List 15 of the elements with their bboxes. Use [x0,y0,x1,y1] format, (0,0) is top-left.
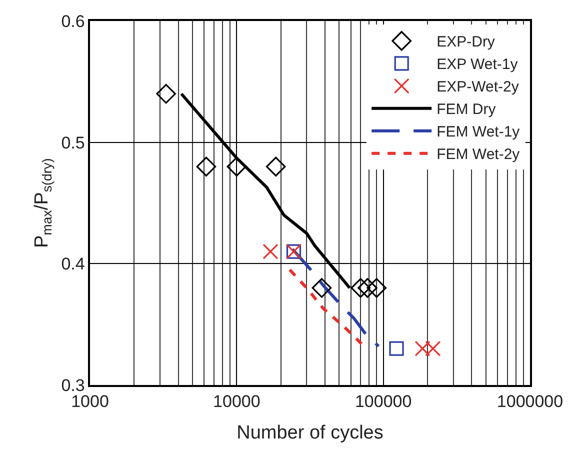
y-tick-label: 0.6 [61,12,85,31]
legend-label: FEM Wet-1y [436,124,520,141]
x-axis-title: Number of cycles [236,422,384,444]
y-tick-label: 0.5 [61,133,85,152]
x-tick-label: 10000 [213,392,260,412]
x-tick-label: 1000000 [496,392,564,412]
y-tick-label: 0.4 [61,254,85,274]
x-tick-label: 1000 [71,392,109,412]
x-tick-label: 100000 [354,392,412,412]
legend-label: EXP-Dry [436,34,496,51]
legend-label: EXP-Wet-2y [436,78,520,96]
legend-label: FEM Dry [436,101,496,118]
y-tick-label: 0.3 [61,376,85,395]
legend-label: EXP Wet-1y [436,56,518,74]
legend-label: FEM Wet-2y [436,146,520,164]
